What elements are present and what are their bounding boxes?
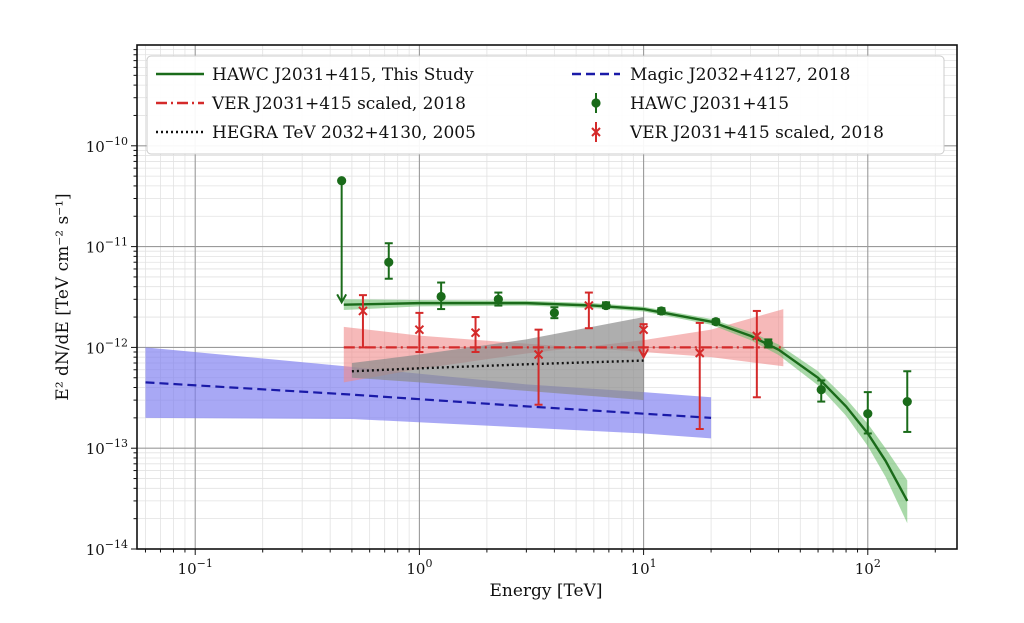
x-axis-label: Energy [TeV] [489,581,602,601]
marker-circle [863,409,873,419]
x-tick-label: 10−1 [178,557,213,578]
y-tick-label: 10−10 [86,135,128,156]
marker-circle [711,317,721,327]
legend-label: Magic J2032+4127, 2018 [630,65,850,85]
y-tick-label: 10−14 [86,538,128,559]
legend-label: HEGRA TeV 2032+4130, 2005 [212,123,476,143]
legend-entry: VER J2031+415 scaled, 2018 [156,94,466,114]
line-magic [145,381,712,419]
plot-frame [136,44,958,550]
data-points [336,176,912,435]
band-hegra [351,317,644,401]
upper-limit-arrow [336,293,348,305]
veritas-data-point [638,323,649,360]
veritas-data-point [584,291,594,330]
hawc-data-point [549,306,559,320]
marker-circle [763,338,773,348]
legend-entry: Magic J2032+4127, 2018 [572,65,850,85]
legend-entry: VER J2031+415 scaled, 2018 [591,122,884,143]
veritas-data-point [752,309,762,399]
upper-limit-arrow [638,348,649,360]
hawc-data-point [436,281,446,311]
x-tick-label: 101 [631,557,657,578]
band-magic [145,347,712,439]
marker-circle [902,396,912,407]
line-hegra [351,359,644,373]
y-axis-label: E² dN/dE [TeV cm⁻² s⁻¹] [53,193,73,400]
veritas-data-point [470,316,481,354]
marker-x [584,300,594,311]
marker-circle [493,294,503,304]
legend-marker-x [591,127,601,137]
legend-entry: HAWC J2031+415, This Study [156,65,474,85]
legend-box [146,55,945,155]
marker-circle [384,257,394,267]
legend-entry: HEGRA TeV 2032+4130, 2005 [156,123,476,143]
veritas-data-point [414,311,425,354]
hawc-data-point [711,317,721,327]
veritas-data-point [358,294,368,349]
veritas-data-point [533,328,544,406]
legend-entry: HAWC J2031+415 [591,93,789,114]
marker-x [470,327,481,338]
marker-circle [816,385,826,395]
x-tick-label: 102 [855,557,881,578]
hawc-data-point [763,338,773,349]
hawc-data-point [493,291,503,307]
hawc-data-point [902,370,912,433]
legend-label: HAWC J2031+415 [630,94,789,114]
marker-circle [436,291,446,302]
marker-x [533,349,544,360]
legend-label: VER J2031+415 scaled, 2018 [629,123,884,143]
marker-circle [656,306,666,316]
marker-x [638,324,649,335]
marker-x [695,348,705,358]
legend: HAWC J2031+415, This Study Magic J2032+41… [146,55,945,155]
hawc-data-point [336,176,348,305]
marker-x [752,331,762,341]
hawc-data-point [384,242,394,280]
tick-labels: 10−1 100 101 102 10−14 10−13 10−12 10−11 10−10 [86,135,881,578]
hawc-data-point [816,379,826,403]
legend-marker-circle [591,98,601,108]
hawc-data-point [863,391,873,435]
legend-label: VER J2031+415 scaled, 2018 [211,94,466,114]
marker-x [358,306,368,316]
hawc-data-point [656,306,666,316]
marker-x [414,324,425,335]
y-tick-label: 10−11 [86,236,128,257]
marker-circle [337,176,347,186]
legend-label: HAWC J2031+415, This Study [212,65,474,85]
hawc-data-point [601,300,611,311]
veritas-data-point [695,321,705,431]
y-tick-label: 10−13 [86,437,128,458]
y-tick-label: 10−12 [86,336,128,357]
confidence-bands [145,299,908,524]
marker-circle [601,300,611,311]
axis-ticks [131,49,936,555]
marker-circle [549,308,559,318]
x-tick-label: 100 [406,557,432,578]
